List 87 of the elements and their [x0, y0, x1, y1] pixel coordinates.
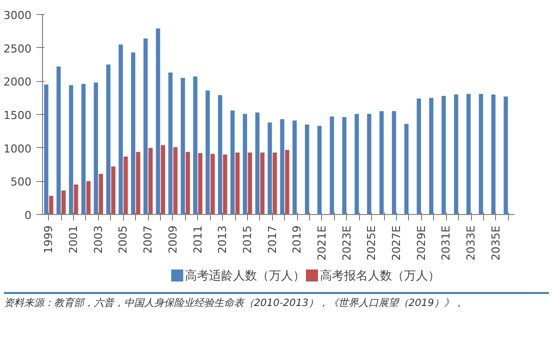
y-tick-label: 500 [10, 176, 32, 189]
bar [56, 66, 61, 214]
bar [429, 98, 434, 214]
x-tick-label: 2023E [340, 225, 354, 260]
y-tick-label: 1000 [4, 142, 32, 156]
bar [106, 64, 110, 214]
bar [454, 94, 458, 214]
x-tick-label: 2005 [116, 225, 130, 254]
bar [180, 78, 185, 214]
bar [491, 94, 496, 214]
bar [342, 117, 346, 214]
bar [136, 152, 140, 214]
bar [235, 152, 240, 214]
bar [173, 147, 178, 214]
y-tick-label: 1500 [4, 109, 32, 122]
bar [118, 44, 123, 214]
bar [330, 116, 334, 214]
bar [81, 84, 86, 214]
x-tick-label: 2017 [266, 225, 279, 254]
bar [222, 154, 228, 214]
x-tick-label: 2031E [440, 225, 453, 260]
bar [268, 122, 272, 214]
y-tick-label: 3000 [4, 9, 32, 22]
x-tick-label: 2021E [315, 225, 328, 260]
bar [74, 184, 78, 214]
bar [478, 94, 484, 214]
bar [392, 111, 396, 214]
bar [143, 38, 148, 214]
bar [160, 145, 166, 214]
bar [111, 166, 116, 214]
bar [280, 119, 284, 214]
x-tick-label: 2003 [92, 225, 105, 254]
bar [260, 152, 264, 214]
bar [156, 28, 160, 214]
x-tick-label: 2009 [166, 225, 180, 254]
bar [218, 95, 222, 214]
bar [68, 85, 74, 214]
bar [230, 110, 235, 214]
x-tick-label: 2013 [216, 225, 230, 254]
bar [186, 152, 190, 214]
bar [416, 98, 421, 214]
bar [242, 114, 248, 214]
bar [206, 90, 210, 214]
bar [248, 152, 252, 214]
bar [285, 150, 290, 214]
x-tick-label: 1999 [42, 225, 56, 254]
bar [98, 174, 103, 214]
bar [49, 196, 54, 214]
x-tick-label: 2029E [414, 225, 428, 260]
x-tick-label: 2027E [390, 225, 403, 260]
x-tick-label: 2035E [489, 225, 502, 260]
legend-label: 高考报名人数（万人） [320, 268, 440, 282]
bar [466, 94, 471, 214]
x-tick-label: 2011 [191, 225, 204, 254]
bar [317, 126, 322, 214]
text: 资料来源：教育部，六普，中国人身保险业经验生命表（2010-2013），《世界人口展望（2019）》， [4, 297, 464, 311]
bar [292, 120, 297, 214]
x-tick-label: 2033E [464, 225, 478, 260]
bar [210, 154, 215, 214]
bar [404, 124, 409, 214]
bar [44, 84, 48, 214]
y-tick-label: 2000 [4, 76, 32, 89]
bar [442, 96, 446, 214]
bar [255, 112, 260, 214]
x-tick-label: 2001 [67, 225, 80, 254]
bar [193, 76, 198, 214]
x-tick-label: 2025E [365, 225, 378, 260]
bar [504, 96, 508, 214]
bar [198, 153, 202, 214]
bar [148, 148, 153, 214]
legend-label: 高考适龄人数（万人） [185, 268, 306, 282]
bar [94, 82, 98, 214]
bar [131, 52, 136, 214]
bar [124, 156, 128, 214]
bar [304, 124, 310, 214]
x-tick-label: 2019 [290, 225, 304, 254]
bar [379, 111, 384, 214]
bar [367, 114, 372, 214]
bar [168, 72, 173, 214]
x-tick-label: 2007 [142, 225, 155, 254]
bar [272, 152, 277, 214]
bar [86, 181, 91, 214]
x-tick-label: 2015 [240, 225, 254, 254]
y-tick-label: 2500 [4, 42, 32, 56]
bar [354, 114, 359, 214]
bar [62, 190, 66, 214]
y-tick-label: 0 [24, 209, 32, 222]
